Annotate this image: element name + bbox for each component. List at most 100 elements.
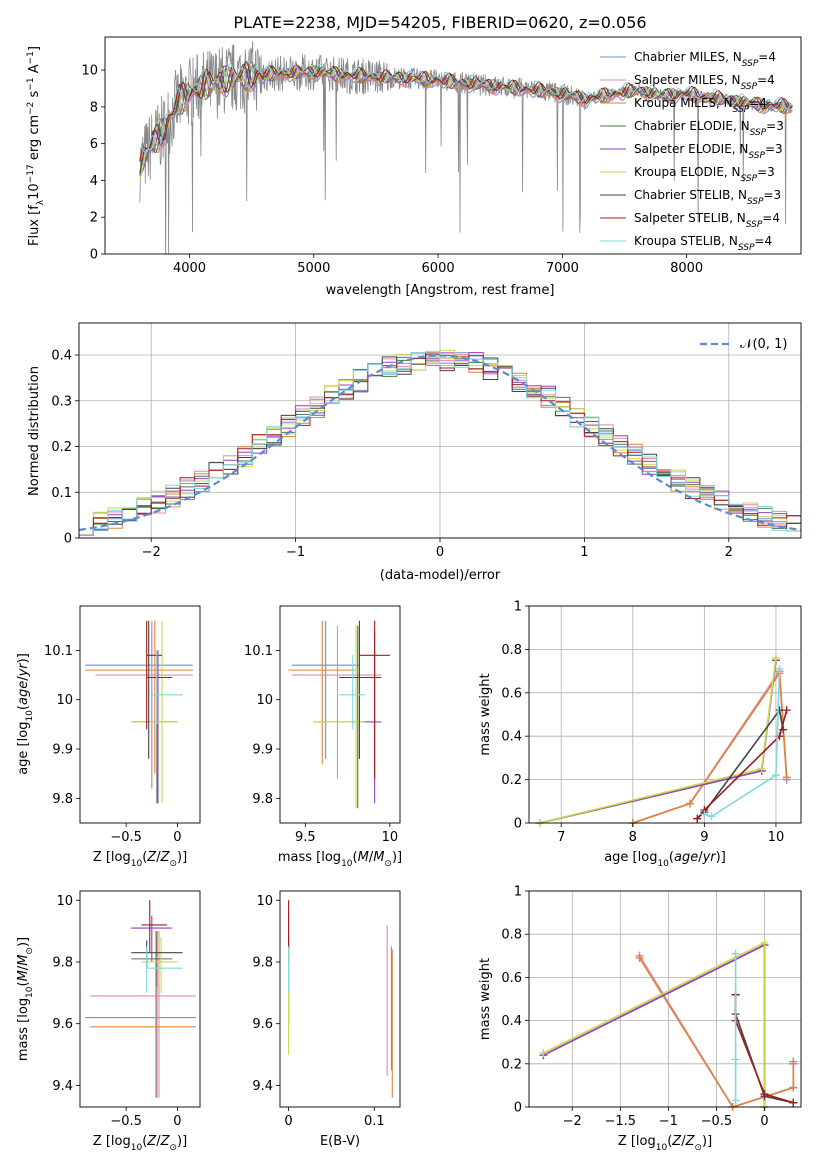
- plot-area: [139, 40, 793, 254]
- legend: Chabrier MILES, NSSP=4 Salpeter MILES, NS…: [600, 50, 784, 253]
- x-tick-label: −0.5: [110, 830, 142, 845]
- weight-marker: [731, 1055, 740, 1064]
- plot-area: [79, 349, 801, 536]
- model-spectrum: [139, 61, 793, 175]
- x-tick-label: 0: [173, 830, 181, 845]
- gaussian-curve: [79, 354, 801, 532]
- y-tick-label: 9.6: [252, 1017, 273, 1032]
- y-tick-label: 1: [514, 885, 522, 900]
- x-tick-label: 0: [284, 1114, 292, 1129]
- x-tick-label: −2: [142, 545, 161, 560]
- weight-marker: [779, 725, 788, 734]
- panel-spectrum: 4000 5000 6000 7000 8000 0 2 4 6 8 10 wavelength [A…: [26, 36, 802, 298]
- model-spectrum: [139, 68, 793, 163]
- weight-marker: [760, 938, 769, 947]
- model-spectrum: [139, 66, 793, 160]
- panel-age_vs_Z: −0.5 0 9.8 9.9 10 10.1 Z [log10(Z/Z⊙)] age [log…: [16, 605, 201, 869]
- weight-marker: [700, 810, 709, 819]
- weight-marker: [731, 1096, 740, 1105]
- x-axis-label: (data-model)/error: [380, 568, 501, 583]
- weight-marker: [789, 1083, 798, 1092]
- x-tick-label: −1: [286, 545, 305, 560]
- x-tick-label: −1.5: [605, 1114, 637, 1129]
- x-axis-label: E(B-V): [320, 1134, 360, 1149]
- weight-marker: [789, 1098, 798, 1107]
- panel-residuals: −2 −1 0 1 2 0 0.1 0.2 0.3 0.4 (data-model)/error No…: [27, 322, 802, 583]
- y-tick-label: 0.2: [51, 440, 72, 455]
- weight-line: [543, 941, 766, 1107]
- y-tick-label: 9.8: [252, 792, 273, 807]
- axes-frame: [79, 890, 201, 1108]
- y-tick-label: 0.3: [51, 394, 72, 409]
- x-tick-label: 0.1: [364, 1114, 385, 1129]
- x-axis-label: wavelength [Angstrom, rest frame]: [326, 283, 555, 298]
- y-tick-label: 10.1: [244, 644, 273, 659]
- x-tick-label: 6000: [422, 261, 455, 276]
- legend-entry: Salpeter STELIB, NSSP=4: [634, 211, 780, 230]
- weight-line: [543, 943, 766, 1107]
- panel-age_vs_mass: 9.5 10 9.8 9.9 10 10.1 mass [log10(M/M⊙)]: [244, 605, 402, 869]
- weight-line: [696, 708, 784, 820]
- y-tick-label: 1: [514, 600, 522, 615]
- weight-marker: [789, 1057, 798, 1066]
- x-axis-label: mass [log10(M/M⊙)]: [278, 850, 402, 869]
- weight-marker: [775, 706, 784, 715]
- y-tick-label: 0.4: [51, 349, 72, 364]
- legend-entry: Chabrier STELIB, NSSP=3: [634, 188, 781, 207]
- weight-line: [543, 943, 766, 1107]
- x-tick-label: 9.5: [295, 830, 316, 845]
- panel-weight_vs_Z: −2 −1.5 −1 −0.5 0 0 0.2 0.4 0.6 0.8 1 Z [log10(Z/Z⊙…: [478, 885, 802, 1153]
- legend-entry: Kroupa ELODIE, NSSP=3: [634, 165, 775, 184]
- observed-spectrum: [139, 40, 793, 254]
- x-axis-label: Z [log10(Z/Z⊙)]: [618, 1134, 712, 1153]
- weight-line: [704, 668, 781, 818]
- weight-line: [638, 957, 795, 1108]
- y-axis-label: mass weight: [478, 673, 493, 755]
- y-axis-label: mass [log10(M/M⊙)]: [16, 937, 35, 1061]
- legend: 𝒩(0, 1): [700, 337, 787, 352]
- x-axis-label: age [log10(age/yr)]: [604, 850, 726, 869]
- x-tick-label: 8000: [670, 261, 703, 276]
- y-tick-label: 2: [90, 211, 98, 226]
- panel-mass_vs_Z: −0.5 0 9.4 9.6 9.8 10 Z [log10(Z/Z⊙)] mass [log…: [16, 890, 201, 1153]
- axes-frame: [279, 890, 401, 1108]
- model-spectrum: [139, 62, 793, 154]
- x-tick-label: 10: [382, 830, 399, 845]
- legend-entry: Salpeter MILES, NSSP=4: [634, 73, 775, 92]
- y-tick-label: 8: [90, 100, 98, 115]
- y-tick-label: 10.1: [44, 644, 73, 659]
- y-axis-label: age [log10(age/yr)]: [16, 653, 35, 775]
- axes-frame: [528, 890, 802, 1108]
- plot-area: [288, 620, 390, 809]
- plot-area: [85, 900, 196, 1098]
- y-tick-label: 0.6: [501, 971, 522, 986]
- y-tick-label: 9.9: [52, 743, 73, 758]
- legend-entry: 𝒩(0, 1): [740, 337, 787, 352]
- weight-marker: [782, 773, 791, 782]
- y-tick-label: 9.8: [252, 955, 273, 970]
- y-tick-label: 0.8: [501, 643, 522, 658]
- model-spectrum: [139, 66, 793, 177]
- y-tick-label: 9.4: [52, 1079, 73, 1094]
- x-tick-label: 0: [173, 1114, 181, 1129]
- figure-title: PLATE=2238, MJD=54205, FIBERID=0620, z=0…: [233, 13, 646, 32]
- weight-marker: [757, 764, 766, 773]
- axes-frame: [279, 605, 401, 824]
- axes-frame: [79, 605, 201, 824]
- weight-marker: [731, 949, 740, 958]
- x-axis-label: Z [log10(Z/Z⊙)]: [93, 1134, 187, 1153]
- axes-frame: [104, 36, 802, 255]
- x-tick-label: 9: [700, 830, 708, 845]
- legend-entry: Kroupa STELIB, NSSP=4: [634, 234, 772, 253]
- y-tick-label: 10: [81, 64, 98, 79]
- residual-histogram: [79, 350, 801, 536]
- y-tick-label: 6: [90, 137, 98, 152]
- y-tick-label: 9.6: [52, 1017, 73, 1032]
- x-tick-label: 5000: [297, 261, 330, 276]
- plot-area: [85, 620, 193, 804]
- x-tick-label: 8: [629, 830, 637, 845]
- legend-entry: Chabrier MILES, NSSP=4: [634, 50, 776, 69]
- y-axis-label: mass weight: [478, 958, 493, 1040]
